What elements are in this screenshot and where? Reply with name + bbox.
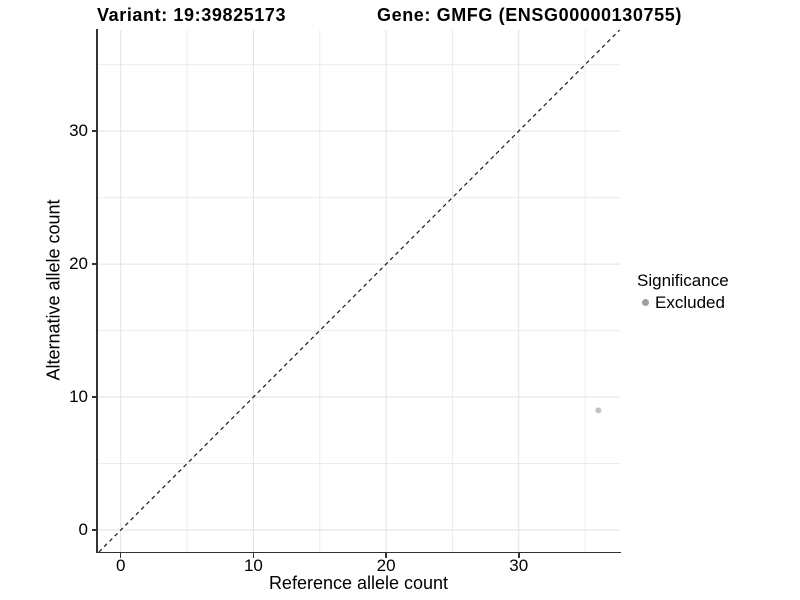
- x-tick-label: 20: [376, 556, 396, 575]
- y-tick-label: 20: [69, 254, 88, 274]
- x-tick-mark: [252, 553, 255, 559]
- plot-panel: [97, 29, 621, 553]
- x-tick-mark: [385, 553, 387, 559]
- y-tick-mark: [91, 263, 97, 265]
- y-tick-mark: [91, 529, 97, 531]
- data-point: [595, 407, 602, 414]
- x-tick-mark: [119, 553, 122, 559]
- identity-line: [98, 29, 621, 553]
- y-tick-label: 10: [69, 387, 88, 407]
- y-axis-title: Alternative allele count: [43, 199, 64, 381]
- y-tick-mark: [91, 130, 97, 132]
- legend-items: Excluded: [637, 293, 729, 312]
- x-tick-label: 30: [509, 556, 529, 575]
- plot-title-variant: Variant: 19:39825173: [97, 5, 287, 25]
- x-tick-label: 0: [116, 556, 126, 575]
- plot-title-gene: Gene: GMFG (ENSG00000130755): [377, 5, 682, 25]
- x-tick-mark: [518, 553, 520, 559]
- plot-canvas: [97, 29, 621, 553]
- legend-dot-icon: [642, 299, 649, 306]
- legend-item-label: Excluded: [655, 293, 725, 312]
- x-axis-title: Reference allele count: [268, 573, 449, 593]
- x-axis-line: [96, 551, 621, 554]
- legend-item: Excluded: [637, 293, 729, 312]
- y-tick-mark: [91, 396, 97, 398]
- legend: Significance Excluded: [637, 271, 729, 312]
- y-tick-label: 0: [78, 520, 88, 540]
- y-axis-line: [96, 29, 98, 553]
- x-tick-label: 10: [243, 556, 263, 575]
- y-tick-label: 30: [69, 121, 88, 141]
- legend-title: Significance: [637, 271, 729, 290]
